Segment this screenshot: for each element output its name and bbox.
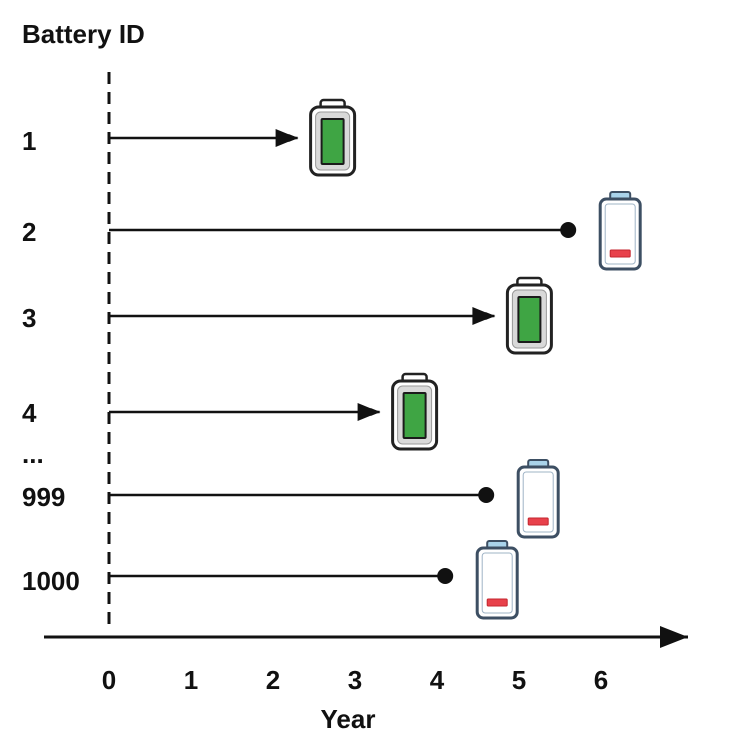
battery-id-label: 4 [22, 398, 37, 428]
battery-row: 4 [22, 372, 439, 451]
failure-dot [437, 568, 454, 584]
battery-id-label: 3 [22, 303, 36, 333]
battery-depleted-icon [598, 191, 642, 271]
x-tick-label: 3 [348, 665, 362, 695]
battery-rows: 1 2 3 4 999 1000 [22, 98, 642, 620]
battery-id-label: 1000 [22, 566, 80, 596]
arrow-head [472, 307, 495, 325]
x-tick-label: 5 [512, 665, 526, 695]
arrow-head [357, 403, 380, 421]
battery-id-label: 2 [22, 217, 36, 247]
row-ellipsis: ... [22, 439, 44, 469]
arrow-head [275, 129, 298, 147]
battery-id-label: 1 [22, 126, 36, 156]
battery-depleted-icon [475, 540, 519, 620]
battery-row: 999 [22, 459, 560, 539]
failure-dot [560, 222, 577, 238]
x-axis-title: Year [321, 704, 376, 734]
battery-full-icon [391, 372, 439, 451]
battery-id-label: 999 [22, 482, 65, 512]
y-axis-title: Battery ID [22, 19, 145, 49]
x-tick-label: 1 [184, 665, 198, 695]
x-tick-label: 2 [266, 665, 280, 695]
failure-dot [478, 487, 495, 503]
x-tick-label: 6 [594, 665, 608, 695]
x-tick-labels: 0 1 2 3 4 5 6 [102, 665, 608, 695]
battery-row: 1 [22, 98, 357, 177]
battery-row: 3 [22, 276, 553, 355]
battery-full-icon [309, 98, 357, 177]
battery-row: 1000 [22, 540, 519, 620]
battery-row: 2 [22, 191, 642, 271]
battery-full-icon [505, 276, 553, 355]
x-tick-label: 4 [430, 665, 445, 695]
x-tick-label: 0 [102, 665, 116, 695]
battery-depleted-icon [516, 459, 560, 539]
